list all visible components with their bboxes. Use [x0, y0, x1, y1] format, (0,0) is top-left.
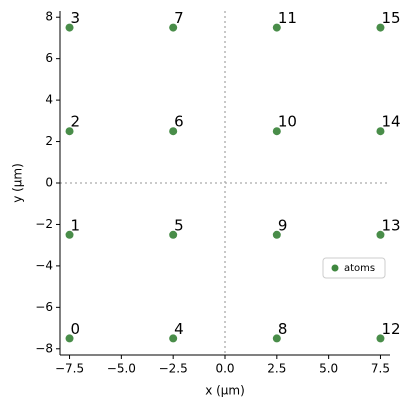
point-label: 3 — [71, 9, 81, 27]
y-tick-label: −6 — [35, 300, 53, 314]
y-tick-label: 4 — [45, 93, 53, 107]
point-label: 0 — [71, 320, 81, 338]
atom-point — [272, 334, 281, 343]
point-label: 10 — [278, 113, 297, 131]
point-label: 12 — [381, 320, 400, 338]
point-label: 5 — [174, 216, 184, 234]
point-label: 9 — [278, 216, 288, 234]
x-tick-label: −2.5 — [159, 362, 188, 376]
point-label: 1 — [71, 216, 81, 234]
point-label: 2 — [71, 113, 81, 131]
atom-point — [272, 230, 281, 239]
point-label: 6 — [174, 113, 184, 131]
point-label: 15 — [381, 9, 400, 27]
x-tick-label: −7.5 — [55, 362, 84, 376]
legend-label: atoms — [344, 263, 375, 274]
atom-point — [65, 230, 74, 239]
atom-point — [169, 23, 178, 32]
x-tick-label: 0.0 — [215, 362, 234, 376]
y-tick-label: 6 — [45, 51, 53, 65]
x-axis-label: x (µm) — [205, 384, 245, 398]
y-tick-label: 0 — [45, 176, 53, 190]
x-tick-label: 7.5 — [371, 362, 390, 376]
atom-point — [65, 127, 74, 136]
atom-point — [376, 23, 385, 32]
atom-point — [272, 127, 281, 136]
y-tick-label: −8 — [35, 341, 53, 355]
atom-point — [169, 127, 178, 136]
atom-point — [376, 230, 385, 239]
atom-point — [65, 334, 74, 343]
x-tick-label: 5.0 — [319, 362, 338, 376]
atom-point — [65, 23, 74, 32]
atom-point — [169, 334, 178, 343]
y-axis-label: y (µm) — [11, 163, 25, 203]
atom-point — [272, 23, 281, 32]
y-tick-label: 2 — [45, 134, 53, 148]
legend-box — [322, 257, 386, 279]
atom-point — [169, 230, 178, 239]
y-tick-label: −2 — [35, 217, 53, 231]
point-label: 4 — [174, 320, 184, 338]
point-label: 13 — [381, 216, 400, 234]
x-tick-label: −5.0 — [107, 362, 136, 376]
atom-point — [376, 127, 385, 136]
y-tick-label: 8 — [45, 10, 53, 24]
x-tick-label: 2.5 — [267, 362, 286, 376]
point-label: 8 — [278, 320, 288, 338]
y-tick-label: −4 — [35, 258, 53, 272]
point-label: 11 — [278, 9, 297, 27]
atom-point — [376, 334, 385, 343]
point-label: 14 — [381, 113, 400, 131]
point-label: 7 — [174, 9, 184, 27]
legend-marker — [331, 264, 339, 272]
